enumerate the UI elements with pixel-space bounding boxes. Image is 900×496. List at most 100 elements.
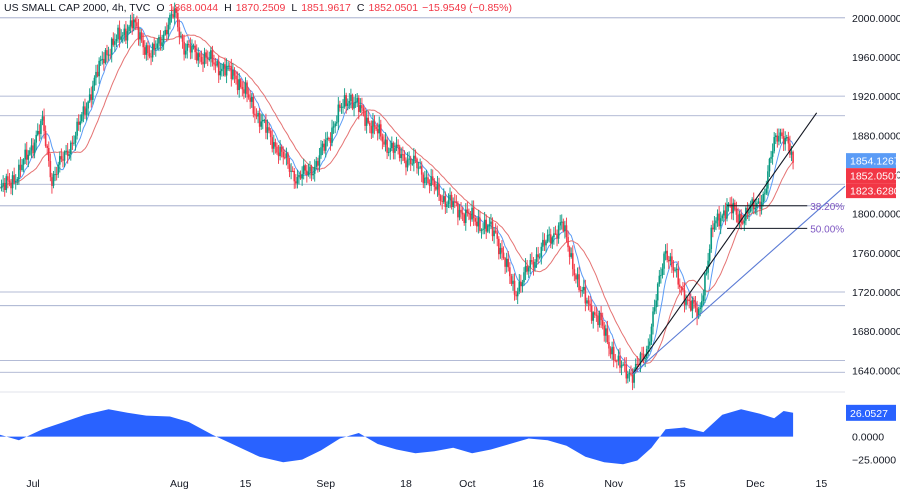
candle (556, 229, 558, 247)
candle (19, 156, 22, 178)
candle-body (524, 265, 527, 273)
candle (784, 131, 787, 151)
candle (400, 147, 403, 165)
candle-body (771, 151, 774, 157)
candle-body (203, 52, 206, 65)
candle (595, 306, 598, 322)
fib-level-label: 50.00% (810, 224, 844, 235)
candle-body (411, 163, 414, 165)
high-label: H (224, 2, 232, 14)
candle-body (219, 71, 222, 76)
candle (471, 200, 473, 222)
candle-body (521, 282, 524, 287)
candle-body (365, 117, 368, 126)
time-axis: Jul Aug 15 Sep 18 Oct 16 Nov 15 Dec 15 (26, 478, 827, 490)
fibonacci-levels: 38.20% 50.00% (726, 202, 844, 235)
candle (597, 310, 599, 332)
candle (606, 320, 609, 345)
candle (523, 267, 525, 286)
candle-body (542, 239, 544, 247)
candle-body (227, 65, 229, 67)
candle-body (737, 214, 739, 223)
candle-body (310, 166, 313, 176)
candle (510, 273, 513, 287)
candle (302, 158, 305, 180)
candles[interactable] (0, 2, 794, 391)
candle-body (202, 61, 204, 65)
candle-body (573, 269, 576, 276)
candle-body (402, 154, 404, 156)
candle-body (693, 300, 695, 304)
candle (701, 293, 703, 314)
candle (159, 30, 162, 51)
candle-body (579, 289, 582, 291)
candle-body (27, 154, 30, 160)
candle-body (343, 95, 346, 107)
candle-body (420, 166, 423, 175)
candle-body (781, 132, 783, 137)
candle-body (667, 259, 670, 262)
candle (132, 13, 135, 32)
candle (115, 34, 118, 48)
candle-body (507, 258, 510, 268)
candle (431, 169, 434, 186)
candle (320, 140, 322, 159)
candle-body (378, 124, 381, 134)
candle-body (49, 160, 52, 178)
candle-body (252, 96, 255, 114)
candle-body (211, 50, 214, 63)
candle (669, 252, 672, 266)
candle (5, 173, 8, 193)
candle-body (106, 50, 108, 56)
candle (578, 266, 580, 293)
candle (697, 306, 700, 320)
candle-body (74, 135, 77, 143)
candle-body (499, 247, 502, 255)
candle-body (631, 374, 634, 383)
candle (295, 174, 297, 189)
candle-body (406, 159, 409, 168)
candle (413, 147, 415, 172)
candle (165, 22, 168, 42)
candle-body (702, 295, 705, 302)
candle (447, 193, 450, 208)
candle (611, 341, 613, 360)
candle-body (689, 300, 692, 311)
candle-body (603, 325, 606, 336)
time-tick-label: Aug (170, 478, 189, 490)
candle-body (712, 227, 714, 230)
candle (553, 226, 555, 245)
candle-body (96, 71, 99, 77)
candle-body (243, 89, 245, 94)
candle-body (498, 238, 500, 255)
candle-body (487, 225, 489, 232)
candle-body (302, 165, 305, 174)
candle-body (450, 194, 453, 207)
candle-body (151, 43, 154, 58)
candle (247, 87, 250, 100)
candle-body (403, 154, 406, 161)
candle (68, 149, 71, 160)
candle-body (38, 130, 41, 134)
candle (162, 30, 165, 50)
candle (559, 214, 561, 231)
candle-body (18, 164, 20, 180)
candle-body (671, 256, 673, 268)
candle-body (557, 225, 560, 239)
candle-body (531, 260, 533, 262)
candle (652, 306, 654, 335)
candle-body (395, 144, 398, 149)
candle-body (320, 147, 322, 156)
candle (560, 214, 563, 230)
candle-body (318, 155, 321, 166)
candle-body (656, 283, 659, 301)
candle (368, 120, 371, 134)
time-tick-label: 15 (816, 478, 828, 490)
candle (235, 70, 237, 85)
candle (293, 167, 296, 189)
candle (82, 101, 85, 123)
candle (123, 24, 126, 42)
